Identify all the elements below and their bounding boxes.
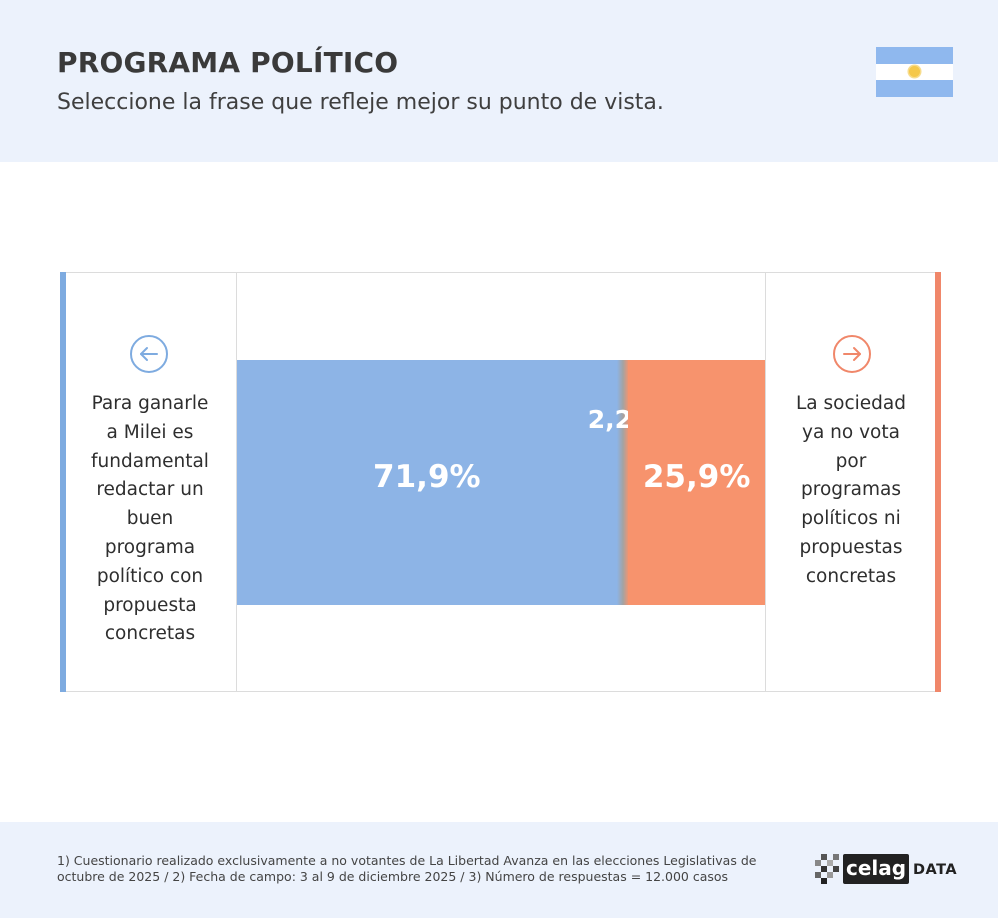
methodology-note: 1) Cuestionario realizado exclusivamente… (57, 853, 817, 885)
left-statement: Para ganarle a Milei es fundamental redacta… (70, 390, 230, 649)
right-accent-bar (935, 272, 941, 692)
note-line-1: 1) Cuestionario realizado exclusivamente… (57, 853, 757, 868)
right-divider (765, 272, 766, 692)
right-statement-line: propuestas (799, 536, 903, 558)
argentina-flag-icon (876, 47, 953, 97)
left-statement-line: político con (96, 565, 204, 587)
bar-segment-right-label: 25,9% (642, 458, 751, 495)
left-statement-line: programa (104, 536, 196, 558)
left-statement-line: concretas (104, 623, 196, 645)
left-statement-line: fundamental (91, 450, 209, 472)
footer-band (0, 822, 998, 918)
bar-segment-middle (616, 360, 629, 605)
bar-segment-left (237, 360, 618, 605)
left-statement-line: propuesta (103, 594, 197, 616)
left-statement-line: a Milei es (106, 421, 194, 443)
right-statement: La sociedad ya no vota por programas polític… (771, 390, 931, 592)
right-statement-line: por (835, 450, 867, 472)
arrow-right-circle-icon (833, 335, 871, 373)
right-statement-line: La sociedad (796, 393, 906, 414)
logo-suffix: DATA (913, 862, 958, 878)
arrow-left-circle-icon (130, 335, 168, 373)
bar-segment-left-label: 71,9% (373, 458, 481, 495)
left-accent-bar (60, 272, 66, 692)
page-subtitle: Seleccione la frase que refleje mejor su… (57, 90, 664, 115)
right-statement-line: políticos ni (801, 508, 901, 530)
left-statement-line: buen (126, 508, 174, 530)
note-line-2: octubre de 2025 / 2) Fecha de campo: 3 a… (57, 869, 729, 884)
header-band: PROGRAMA POLÍTICO Seleccione la frase qu… (0, 0, 998, 162)
left-statement-line: redactar un (96, 479, 204, 501)
bar-segment-right (628, 360, 766, 605)
logo-word: celag (846, 856, 907, 880)
right-statement-line: ya no vota (802, 421, 900, 443)
right-statement-line: concretas (805, 565, 897, 587)
celag-logo: celag DATA (815, 852, 965, 888)
right-statement-line: programas (801, 479, 901, 501)
left-statement-line: Para ganarle (91, 393, 209, 414)
left-divider (236, 272, 237, 692)
page-title: PROGRAMA POLÍTICO (57, 46, 399, 79)
